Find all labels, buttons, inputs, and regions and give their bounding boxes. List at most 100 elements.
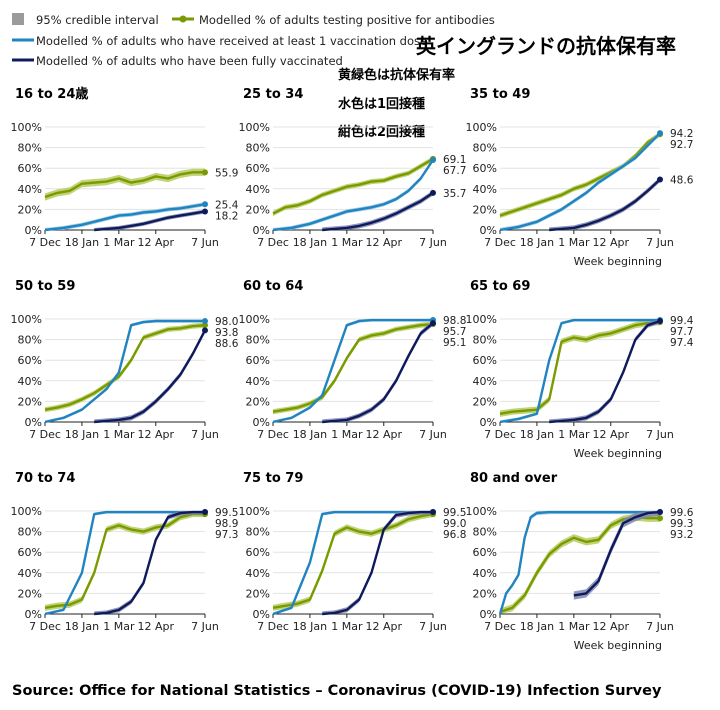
x-tick-label: 12 Apr	[593, 620, 630, 633]
series-line-dose1	[272, 159, 434, 232]
ci-band-full	[549, 176, 660, 230]
panel-title: 35 to 49	[470, 87, 530, 102]
y-tick-label: 100%	[466, 505, 497, 518]
chart-panel-3: 35 to 49 0% 20% 40% 60% 80% 100% 7 Dec 18 Jan 1 M…	[466, 87, 694, 268]
x-tick-label: 18 Jan	[293, 620, 327, 633]
x-tick-label: 18 Jan	[520, 428, 554, 441]
panel-title: 80 and over	[470, 471, 558, 486]
series-line-dose1	[498, 510, 660, 615]
y-tick-label: 60%	[18, 162, 42, 175]
legend-swatch-ci	[12, 13, 24, 25]
y-tick-label: 20%	[473, 203, 497, 216]
x-tick-label: 1 Mar	[331, 428, 363, 441]
end-label-full: 35.7	[443, 188, 466, 200]
series-line-antibodies	[272, 322, 434, 413]
y-tick-label: 20%	[18, 395, 42, 408]
source-note: Source: Office for National Statistics –…	[12, 683, 662, 699]
y-tick-label: 100%	[239, 121, 270, 134]
end-label-antibodies: 97.4	[670, 337, 694, 349]
ci-band-antibodies	[45, 511, 205, 611]
y-tick-label: 0%	[25, 224, 42, 237]
end-label-full: 98.9	[215, 518, 238, 530]
note-full: 紺色は2回接種	[338, 124, 425, 140]
x-tick-label: 1 Mar	[331, 620, 363, 633]
end-marker-antibodies	[657, 515, 663, 522]
y-tick-label: 100%	[239, 313, 270, 326]
series-line-full	[322, 322, 434, 424]
ci-band-full	[322, 320, 433, 422]
end-label-full: 18.2	[215, 210, 238, 222]
panel-title: 75 to 79	[243, 471, 303, 486]
y-tick-label: 60%	[246, 162, 270, 175]
panel-title: 16 to 24歳	[15, 86, 88, 102]
ci-band-antibodies	[273, 511, 433, 611]
x-tick-label: 7 Jun	[419, 236, 447, 249]
series-line-full	[94, 210, 206, 232]
ci-band-full	[94, 209, 205, 230]
end-marker-full	[430, 320, 436, 327]
ci-band-dose1	[500, 319, 660, 422]
series-line-dose1	[499, 132, 661, 232]
y-tick-label: 80%	[18, 526, 42, 539]
x-tick-label: 7 Jun	[419, 428, 447, 441]
y-tick-label: 40%	[246, 183, 270, 196]
week-beginning-label: Week beginning	[574, 639, 662, 652]
y-tick-label: 80%	[18, 142, 42, 155]
end-marker-full	[430, 509, 436, 516]
chart-panel-5: 60 to 64 0% 20% 40% 60% 80% 100% 7 Dec 18 Jan 1 M…	[239, 279, 467, 441]
series-line-full	[573, 510, 661, 597]
y-tick-label: 0%	[480, 608, 497, 621]
note-dose1: 水色は1回接種	[338, 96, 425, 112]
panel-title: 70 to 74	[15, 471, 75, 486]
end-label-dose1: 99.6	[670, 507, 694, 519]
y-tick-label: 100%	[466, 121, 497, 134]
end-marker-dose1	[657, 130, 663, 137]
panel-title: 50 to 59	[15, 279, 75, 294]
end-marker-full	[202, 208, 208, 215]
chart-panel-8: 75 to 79 0% 20% 40% 60% 80% 100% 7 Dec 18 Jan 1 M…	[239, 471, 467, 633]
x-tick-label: 12 Apr	[138, 620, 175, 633]
y-tick-label: 100%	[466, 313, 497, 326]
y-tick-label: 80%	[246, 334, 270, 347]
y-tick-label: 40%	[18, 567, 42, 580]
end-marker-antibodies	[202, 169, 208, 176]
legend-dot-antibodies	[179, 15, 187, 23]
x-tick-label: 7 Jun	[419, 620, 447, 633]
x-tick-label: 12 Apr	[593, 428, 630, 441]
x-tick-label: 7 Jun	[191, 428, 219, 441]
end-label-antibodies: 69.1	[443, 154, 466, 166]
x-tick-label: 7 Dec	[257, 236, 289, 249]
y-tick-label: 20%	[473, 395, 497, 408]
x-tick-label: 12 Apr	[138, 428, 175, 441]
end-marker-full	[430, 189, 436, 196]
x-tick-label: 12 Apr	[138, 236, 175, 249]
y-tick-label: 40%	[18, 183, 42, 196]
end-marker-full	[657, 318, 663, 325]
chart-panel-1: 16 to 24歳 0% 20% 40% 60% 80% 100% 7 Dec 18 Jan 1 …	[11, 86, 239, 249]
x-tick-label: 7 Dec	[29, 620, 61, 633]
series-line-full	[94, 329, 207, 424]
x-tick-label: 18 Jan	[520, 236, 554, 249]
y-tick-label: 60%	[246, 546, 270, 559]
y-tick-label: 100%	[11, 505, 42, 518]
end-label-antibodies: 97.3	[215, 529, 238, 541]
x-tick-label: 18 Jan	[520, 620, 554, 633]
x-tick-label: 7 Jun	[191, 236, 219, 249]
end-label-full: 99.0	[443, 518, 466, 530]
series-line-antibodies	[44, 171, 205, 199]
end-label-full: 88.6	[215, 338, 239, 350]
y-tick-label: 80%	[246, 142, 270, 155]
x-tick-label: 18 Jan	[65, 236, 99, 249]
y-tick-label: 60%	[18, 354, 42, 367]
x-tick-label: 7 Dec	[29, 236, 61, 249]
x-tick-label: 7 Jun	[646, 620, 674, 633]
x-tick-label: 7 Dec	[484, 428, 516, 441]
chart-panel-4: 50 to 59 0% 20% 40% 60% 80% 100% 7 Dec 18 Jan 1 M…	[11, 279, 239, 441]
x-tick-label: 18 Jan	[65, 428, 99, 441]
y-tick-label: 40%	[473, 375, 497, 388]
end-marker-full	[202, 509, 208, 516]
end-label-dose1: 98.8	[443, 315, 466, 327]
ci-band-antibodies	[500, 319, 660, 417]
end-marker-dose1	[430, 156, 436, 163]
